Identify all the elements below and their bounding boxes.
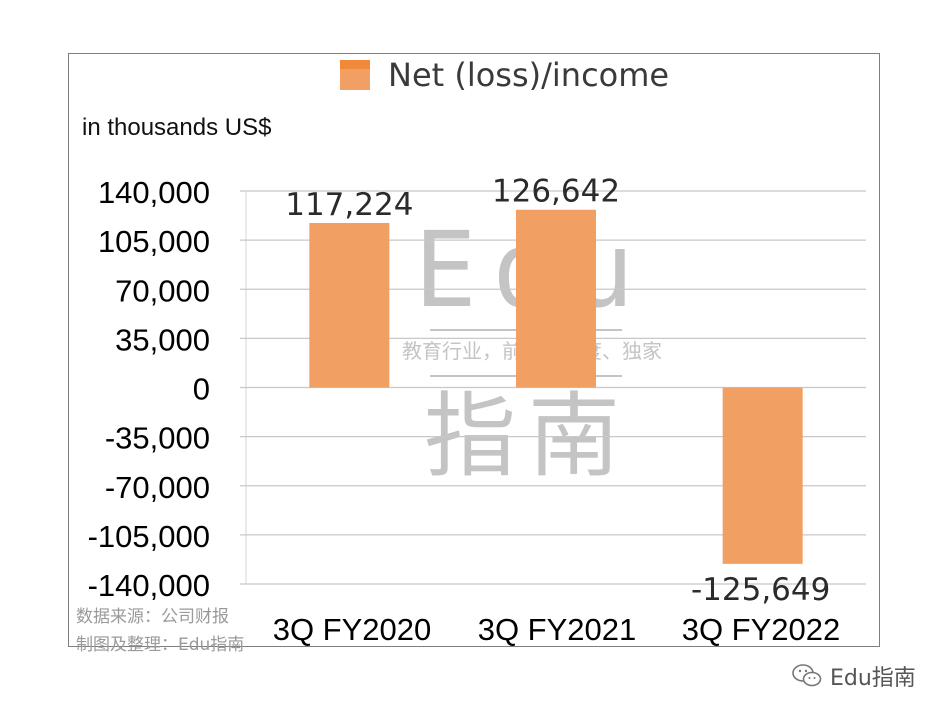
bar xyxy=(516,209,596,388)
legend-label: Net (loss)/income xyxy=(388,56,670,94)
y-tick-label: -35,000 xyxy=(105,421,210,456)
y-tick-label: 35,000 xyxy=(115,322,210,357)
value-label: 126,642 xyxy=(492,174,620,210)
y-tick-label: -105,000 xyxy=(88,519,210,554)
x-tick-label: 3Q FY2021 xyxy=(478,612,637,647)
wechat-label: Edu指南 xyxy=(830,666,916,691)
x-tick-label: 3Q FY2020 xyxy=(273,612,432,647)
y-tick-label: 140,000 xyxy=(98,175,210,210)
y-tick-label: -70,000 xyxy=(105,470,210,505)
wechat-watermark: Edu指南 xyxy=(792,660,916,692)
value-label: -125,649 xyxy=(691,572,830,608)
y-tick-label: 70,000 xyxy=(115,273,210,308)
legend-swatch xyxy=(340,60,370,90)
value-labels: 117,224 126,642 -125,649 xyxy=(285,174,830,608)
source-line-1: 数据来源：公司财报 xyxy=(76,607,229,627)
value-label: 117,224 xyxy=(285,187,413,223)
x-tick-label: 3Q FY2022 xyxy=(682,612,841,647)
bar xyxy=(722,387,803,564)
y-tick-label: 105,000 xyxy=(98,224,210,259)
legend: Net (loss)/income xyxy=(340,56,670,94)
source-line-2: 制图及整理：Edu指南 xyxy=(76,635,245,655)
wechat-icon xyxy=(792,664,822,687)
unit-label: in thousands US$ xyxy=(82,114,272,141)
y-tick-labels: 140,000 105,000 70,000 35,000 0 -35,000 -70,00… xyxy=(88,175,210,603)
bar xyxy=(309,222,390,388)
bars xyxy=(309,209,803,564)
y-tick-label: -140,000 xyxy=(88,568,210,603)
y-tick-label: 0 xyxy=(193,372,210,407)
x-tick-labels: 3Q FY2020 3Q FY2021 3Q FY2022 xyxy=(273,612,841,647)
